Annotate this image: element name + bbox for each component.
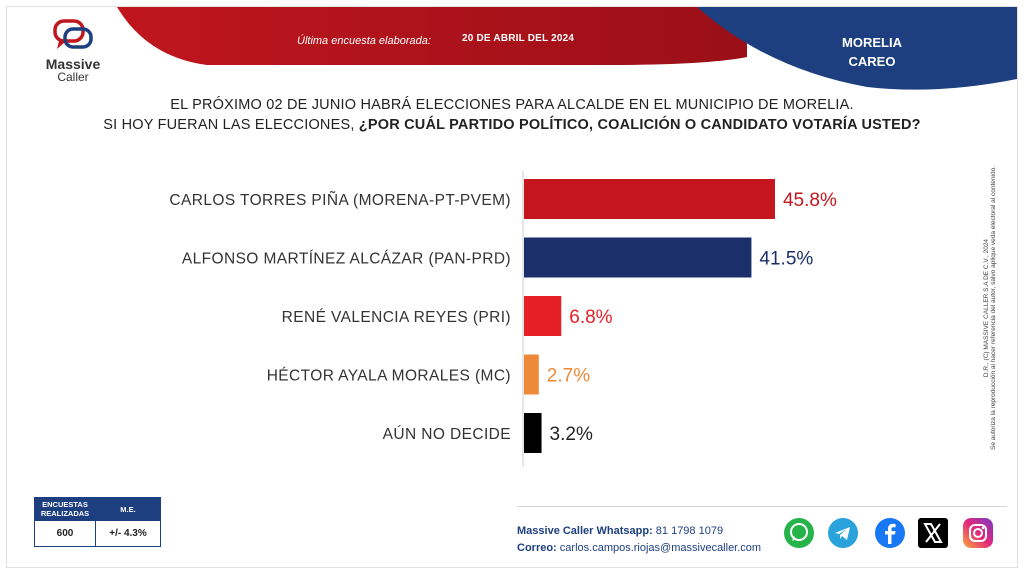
bar-chart: CARLOS TORRES PIÑA (MORENA-PT-PVEM) 45.8%… <box>169 171 837 467</box>
survey-date: 20 DE ABRIL DEL 2024 <box>462 33 575 44</box>
poll-card: Massive Caller Última encuesta elaborada… <box>6 6 1018 568</box>
category-label: HÉCTOR AYALA MORALES (MC) <box>267 368 511 385</box>
value-label: 6.8% <box>569 307 612 328</box>
email-contact: Correo: carlos.campos.riojas@massivecall… <box>517 540 761 557</box>
sample-table: ENCUESTAS REALIZADAS M.E. 600 +/- 4.3% <box>34 497 161 547</box>
email-address: carlos.campos.riojas@massivecaller.com <box>559 542 762 554</box>
whatsapp-label: Massive Caller Whatsapp: <box>517 525 653 537</box>
category-label: CARLOS TORRES PIÑA (MORENA-PT-PVEM) <box>169 192 511 209</box>
value-label: 45.8% <box>783 190 837 211</box>
brand-name: Massive <box>45 56 101 72</box>
margin-error-header: M.E. <box>95 497 161 521</box>
copyright-note: D.R., (C) MASSIVE CALLER S.A DE C.V., 20… <box>975 113 1005 503</box>
navy-banner <box>697 7 1017 90</box>
value-label: 41.5% <box>759 249 813 270</box>
category-label: ALFONSO MARTÍNEZ ALCÁZAR (PAN-PRD) <box>182 251 511 268</box>
value-label: 3.2% <box>550 424 593 445</box>
telegram-icon[interactable] <box>827 517 859 549</box>
chat-bubble-logo-icon <box>53 19 93 49</box>
category-label: AÚN NO DECIDE <box>383 426 511 443</box>
question-plain: SI HOY FUERAN LAS ELECCIONES, <box>103 117 355 133</box>
margin-error-value: +/- 4.3% <box>95 520 161 547</box>
email-label: Correo: <box>517 542 557 554</box>
red-banner <box>117 7 747 65</box>
header-banner <box>117 7 1017 90</box>
brand-logo: Massive Caller <box>37 19 109 83</box>
x-icon[interactable] <box>917 517 949 549</box>
whatsapp-icon[interactable] <box>783 517 815 549</box>
copyright-line-1: D.R., (C) MASSIVE CALLER S.A DE C.V., 20… <box>983 238 990 378</box>
bar <box>524 296 562 336</box>
facebook-icon[interactable] <box>874 517 906 549</box>
survey-date-label: Última encuesta elaborada: <box>297 35 431 47</box>
instagram-icon[interactable] <box>962 517 994 549</box>
sample-size-header: ENCUESTAS REALIZADAS <box>34 497 96 521</box>
copyright-line-2: Se autoriza la reproducción al hacer ref… <box>990 165 997 451</box>
bar <box>524 413 542 453</box>
region-label: MORELIA CAREO <box>817 33 927 71</box>
bar <box>524 354 539 395</box>
question-bold: ¿POR CUÁL PARTIDO POLÍTICO, COALICIÓN O … <box>358 117 921 133</box>
question-line-1: EL PRÓXIMO 02 DE JUNIO HABRÁ ELECCIONES … <box>170 97 854 113</box>
category-label: RENÉ VALENCIA REYES (PRI) <box>282 309 511 326</box>
whatsapp-number: 81 1798 1079 <box>655 525 724 537</box>
whatsapp-contact: Massive Caller Whatsapp: 81 1798 1079 <box>517 523 761 540</box>
region-city: MORELIA <box>842 35 902 50</box>
bar <box>524 237 752 278</box>
bar <box>524 179 775 219</box>
brand-sub: Caller <box>57 70 89 84</box>
region-type: CAREO <box>848 54 896 69</box>
value-label: 2.7% <box>547 366 590 387</box>
question-line-2: SI HOY FUERAN LAS ELECCIONES, ¿POR CUÁL … <box>7 117 1017 133</box>
sample-size-value: 600 <box>34 520 96 547</box>
contact-info: Massive Caller Whatsapp: 81 1798 1079 Co… <box>517 523 761 557</box>
footer-divider <box>517 506 1007 507</box>
